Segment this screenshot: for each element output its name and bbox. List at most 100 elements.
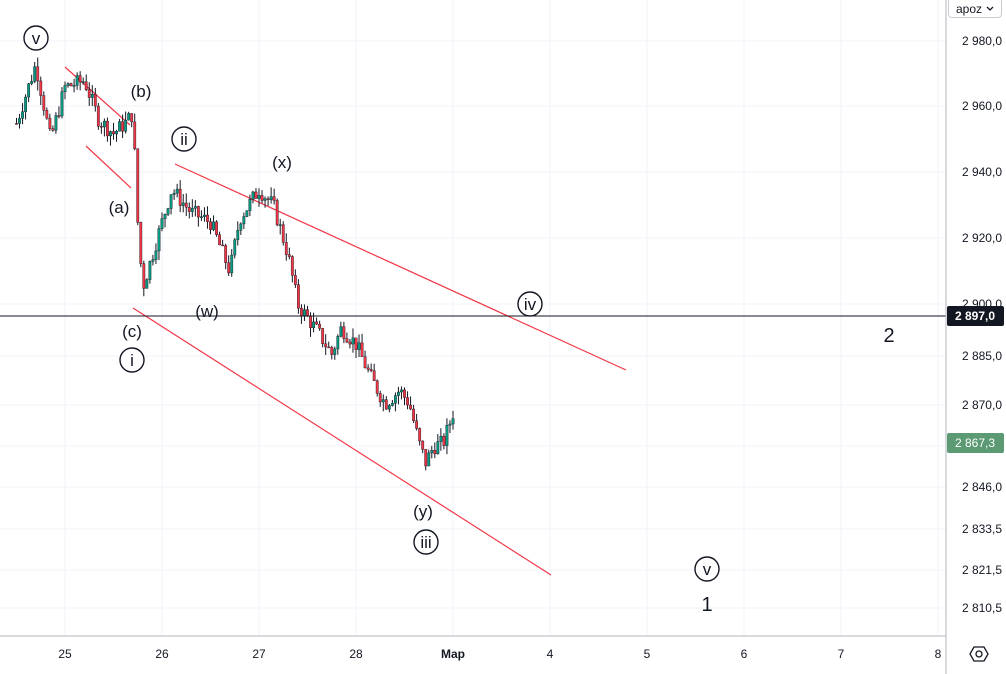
wave-label[interactable]: (y) — [413, 502, 433, 521]
candle-body — [260, 195, 264, 201]
wave-label[interactable]: (w) — [195, 302, 219, 321]
time-tick-label: 6 — [741, 647, 748, 661]
time-tick-label: 26 — [155, 647, 169, 661]
candle-body — [321, 328, 325, 345]
wave-label-circle — [23, 25, 49, 51]
trendline[interactable] — [85, 145, 132, 189]
time-tick-label: 8 — [935, 647, 942, 661]
candle-body — [33, 66, 37, 82]
settings-button[interactable] — [966, 642, 992, 666]
candle-body — [112, 131, 115, 135]
time-tick-label: Map — [441, 647, 465, 661]
candle-body — [87, 89, 91, 98]
candle-body — [451, 418, 455, 425]
horizontal-line-price-tag — [947, 306, 1004, 326]
wave-label[interactable]: 1 — [701, 594, 712, 616]
candle-body — [303, 309, 306, 316]
candle-body — [127, 113, 131, 121]
candle-body — [139, 222, 143, 264]
candle-body — [175, 188, 179, 194]
candle-body — [81, 81, 85, 83]
candle-body — [406, 397, 409, 406]
wave-label[interactable]: (x) — [272, 153, 292, 172]
wave-label-circle — [517, 291, 543, 317]
price-tick-label: 2 870,0 — [962, 398, 1002, 412]
candle-body — [45, 110, 49, 119]
candle-body — [96, 105, 100, 127]
candle-body — [227, 262, 231, 274]
candle-body — [297, 284, 300, 309]
candle-body — [121, 121, 124, 132]
trendline[interactable] — [132, 307, 552, 576]
candle-body — [200, 216, 203, 218]
candle-body — [254, 191, 258, 199]
candle-body — [272, 196, 276, 201]
candle-body — [324, 343, 328, 348]
candle-body — [266, 198, 270, 200]
wave-label[interactable]: (a) — [109, 198, 130, 217]
chevron-down-icon — [986, 6, 994, 11]
candle-body — [242, 216, 246, 225]
candle-body — [157, 228, 161, 252]
candle-body — [142, 263, 146, 289]
candle-body — [187, 207, 191, 212]
candle-body — [345, 338, 349, 343]
candle-body — [203, 214, 206, 217]
candle-body — [245, 210, 249, 217]
candle-body — [363, 356, 367, 369]
candle-body — [90, 94, 94, 98]
candle-body — [172, 192, 176, 195]
candle-body — [381, 399, 385, 403]
time-axis[interactable]: 25 26 27 28 Map 4 5 6 7 8 — [58, 647, 941, 661]
candle-body — [394, 395, 397, 404]
candle-body — [342, 326, 346, 339]
wave-label[interactable]: 2 — [883, 325, 894, 347]
last-price-label: 2 867,3 — [955, 436, 995, 450]
time-tick-label: 27 — [252, 647, 266, 661]
price-tick-label: 2 960,0 — [962, 99, 1002, 113]
wave-label[interactable]: (b) — [131, 82, 152, 101]
time-tick-label: 7 — [838, 647, 845, 661]
wave-label[interactable]: ii — [180, 130, 188, 149]
candle-body — [30, 81, 34, 84]
candle-body — [236, 229, 240, 241]
candle-body — [166, 208, 170, 215]
wave-label[interactable]: i — [130, 351, 134, 370]
candle-body — [397, 391, 400, 396]
price-tick-label: 2 940,0 — [962, 165, 1002, 179]
scale-menu-label: apoz — [955, 1, 983, 16]
wave-label[interactable]: iii — [420, 533, 431, 552]
time-tick-label: 28 — [349, 647, 363, 661]
candle-body — [57, 115, 61, 117]
wave-label-circle — [119, 347, 145, 373]
candle-body — [384, 399, 388, 410]
candle-body — [357, 342, 361, 350]
scale-menu-button[interactable]: apoz — [948, 0, 1002, 18]
wave-label[interactable]: v — [32, 29, 41, 48]
candle-body — [218, 234, 221, 246]
candle-body — [412, 408, 415, 422]
candle-body — [290, 256, 294, 276]
wave-label[interactable]: iv — [524, 295, 537, 314]
gear-icon — [969, 646, 989, 662]
candle-body — [18, 118, 21, 124]
candle-body — [36, 66, 40, 82]
price-tick-label: 2 980,0 — [962, 34, 1002, 48]
candle-body — [439, 435, 443, 442]
candle-body — [60, 91, 64, 117]
candle-body — [312, 321, 315, 329]
candle-body — [300, 307, 303, 316]
candle-body — [424, 449, 428, 467]
candle-body — [309, 315, 312, 329]
candle-body — [24, 96, 27, 112]
wave-label[interactable]: v — [703, 560, 712, 579]
wave-label[interactable]: (c) — [122, 322, 142, 341]
candle-body — [415, 420, 419, 429]
candle-body — [278, 224, 282, 226]
horizontal-line-price-label: 2 897,0 — [955, 309, 995, 323]
candle-body — [48, 117, 52, 129]
candle-body — [193, 206, 197, 209]
price-tick-label: 2 821,5 — [962, 563, 1002, 577]
